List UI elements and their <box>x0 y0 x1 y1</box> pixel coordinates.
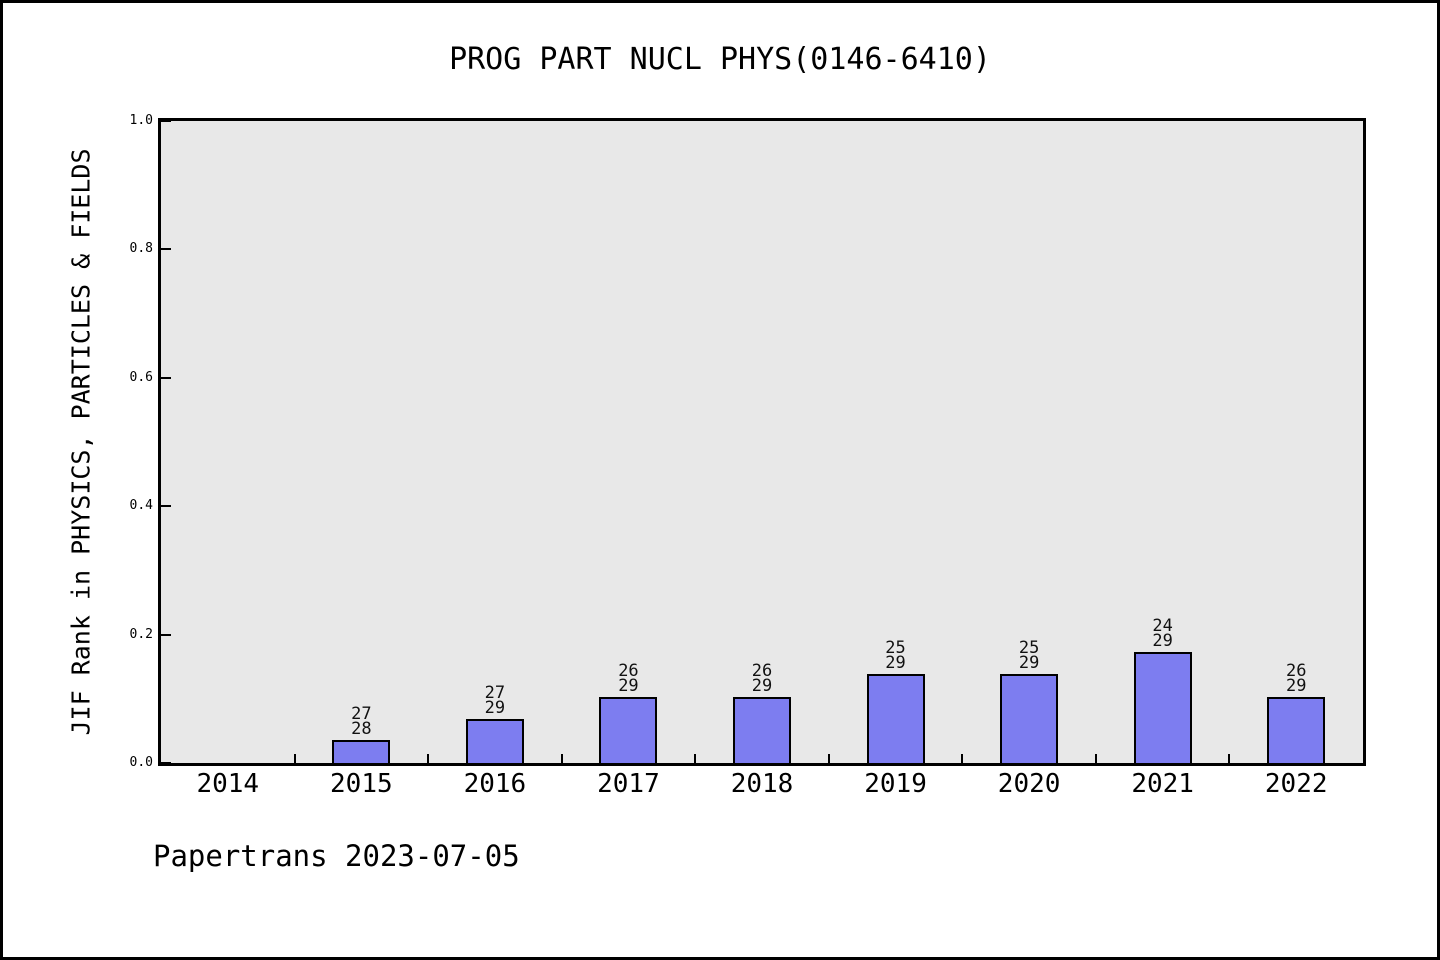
x-tick-label: 2015 <box>330 769 393 799</box>
x-axis-tick <box>961 754 964 763</box>
y-tick-label: 1.0 <box>129 113 153 128</box>
y-tick-label: 0.4 <box>129 498 153 514</box>
plot-area: 27 28 27 29 26 29 26 29 25 29 25 29 24 29 26 29 <box>158 118 1366 766</box>
y-tick-label: 0.2 <box>129 626 153 642</box>
x-tick-label: 2020 <box>997 769 1061 799</box>
bar <box>599 696 658 763</box>
y-axis-tick <box>161 505 171 508</box>
x-tick-label: 2019 <box>864 769 927 799</box>
y-tick-label: 0.6 <box>129 369 153 385</box>
bar <box>866 674 925 763</box>
x-axis-tick <box>1228 754 1231 763</box>
bar <box>1133 652 1192 763</box>
bar <box>1267 696 1326 763</box>
bar-value-label: 26 29 <box>1285 660 1307 696</box>
y-axis-tick <box>161 248 171 251</box>
x-tick-label: 2022 <box>1264 769 1328 799</box>
y-axis-label: JIF Rank in PHYSICS, PARTICLES & FIELDS <box>66 148 96 736</box>
x-tick-label: 2021 <box>1131 769 1194 799</box>
bar <box>332 740 391 763</box>
y-axis-label-area: JIF Rank in PHYSICS, PARTICLES & FIELDS <box>61 121 101 763</box>
y-axis-tick <box>161 376 171 379</box>
bar <box>1000 674 1059 763</box>
y-axis-tick <box>161 762 171 764</box>
bar-value-label: 25 29 <box>885 638 906 674</box>
bar-value-label: 27 29 <box>484 682 506 718</box>
watermark-text: Papertrans 2023-07-05 <box>153 839 520 873</box>
x-tick-label: 2018 <box>730 769 794 799</box>
bar <box>733 696 791 763</box>
x-axis-tick <box>694 754 697 763</box>
y-axis-tick <box>161 120 171 122</box>
bar-value-label: 26 29 <box>751 660 773 696</box>
bar-value-label: 25 29 <box>1018 638 1040 674</box>
x-axis-tick <box>427 754 430 763</box>
y-tick-label: 0.0 <box>129 755 153 770</box>
x-axis-tick <box>293 754 296 763</box>
y-axis-tick <box>161 633 171 636</box>
bar-value-label: 24 29 <box>1152 616 1173 652</box>
x-tick-label: 2017 <box>597 769 660 799</box>
y-tick-label: 0.8 <box>129 241 153 257</box>
x-axis-tick <box>560 754 563 763</box>
bar-value-label: 26 29 <box>618 660 639 696</box>
bar <box>465 718 524 763</box>
chart-title: PROG PART NUCL PHYS(0146-6410) <box>449 42 991 77</box>
x-tick-label: 2014 <box>196 769 260 799</box>
bar-value-label: 27 28 <box>351 704 372 740</box>
x-axis-tick <box>827 754 830 763</box>
x-tick-label: 2016 <box>463 769 527 799</box>
x-axis-tick <box>1094 754 1097 763</box>
